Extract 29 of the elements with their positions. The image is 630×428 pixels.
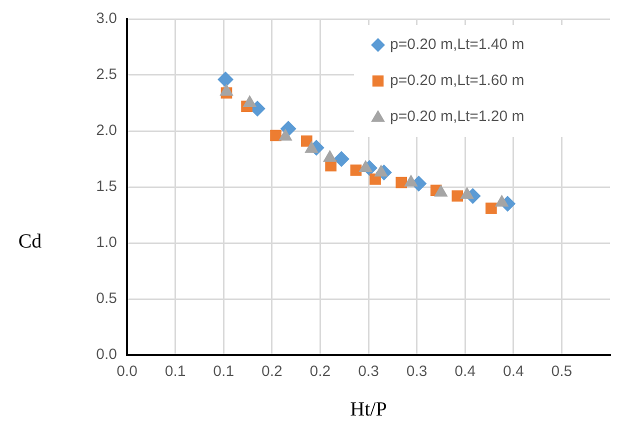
y-tick-label: 0.5 bbox=[96, 290, 117, 308]
y-tick-label: 2.0 bbox=[96, 122, 117, 140]
point bbox=[452, 190, 464, 202]
point bbox=[396, 176, 407, 188]
y-tick-label: 1.0 bbox=[96, 234, 117, 252]
x-tick-label: 0.2 bbox=[261, 363, 282, 380]
x-tick-label: 0.1 bbox=[164, 363, 186, 380]
x-axis-title: Ht/P bbox=[350, 398, 387, 420]
point bbox=[270, 130, 282, 142]
legend-label: p=0.20 m,Lt=1.60 m bbox=[390, 72, 524, 90]
y-tick-label: 1.5 bbox=[96, 178, 117, 196]
x-tick-label: 0.3 bbox=[358, 363, 379, 380]
x-tick-label: 0.5 bbox=[551, 363, 572, 380]
y-tick-label: 2.5 bbox=[96, 66, 117, 84]
point bbox=[333, 151, 350, 167]
x-tick-label: 0.4 bbox=[502, 363, 524, 380]
legend-label: p=0.20 m,Lt=1.20 m bbox=[390, 108, 524, 126]
x-tick-label: 0.4 bbox=[454, 363, 476, 380]
y-axis-title: Cd bbox=[18, 230, 42, 252]
x-tick-label: 0.0 bbox=[116, 363, 138, 380]
point bbox=[218, 71, 234, 88]
y-tick-label: 0.0 bbox=[96, 346, 117, 364]
y-tick-label: 3.0 bbox=[96, 10, 117, 28]
point bbox=[350, 164, 362, 176]
point bbox=[486, 202, 497, 214]
x-tick-label: 0.3 bbox=[406, 363, 428, 380]
legend-label: p=0.20 m,Lt=1.40 m bbox=[390, 36, 524, 54]
x-tick-label: 0.1 bbox=[213, 363, 234, 380]
x-tick-label: 0.2 bbox=[310, 363, 331, 380]
